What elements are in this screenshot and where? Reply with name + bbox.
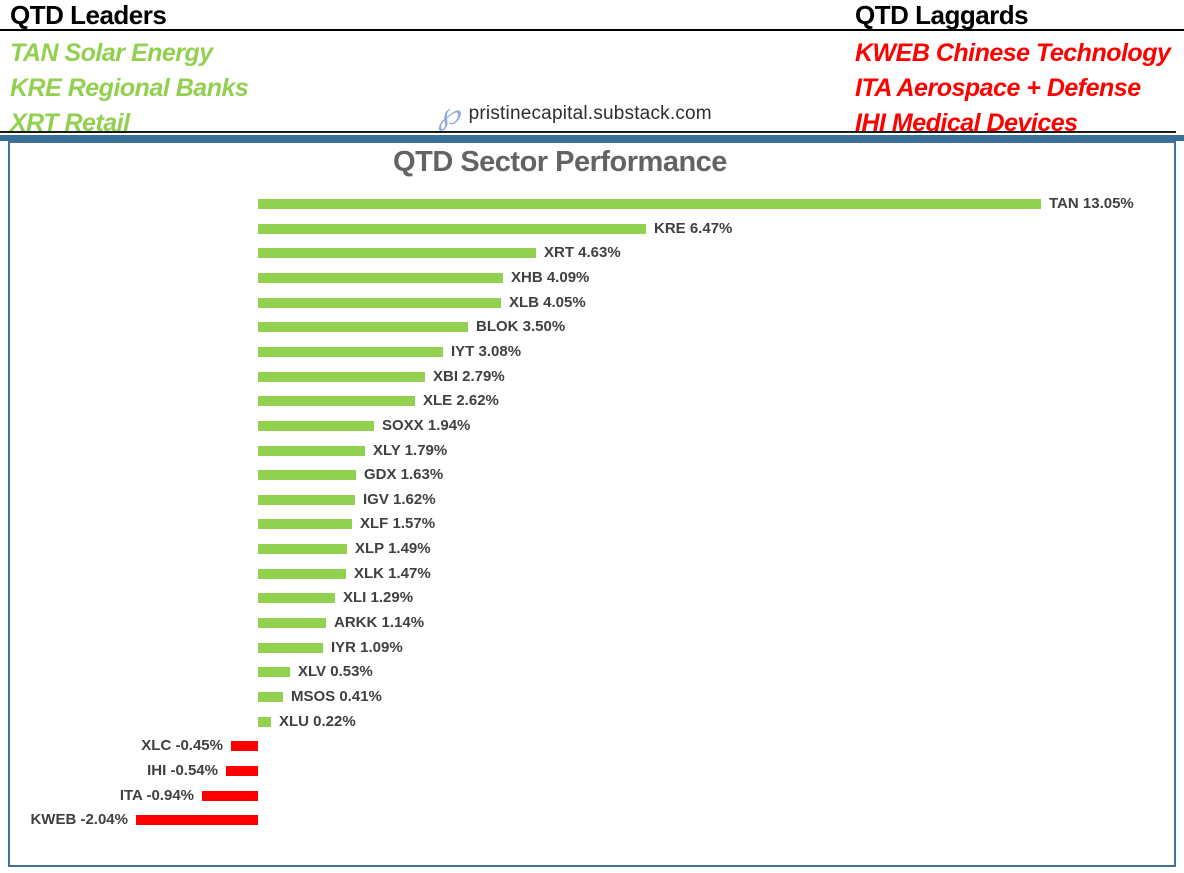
header-underline (0, 29, 1184, 31)
watermark: ℘ pristinecapital.substack.com (438, 96, 712, 132)
bar-label-xlf: XLF 1.57% (360, 515, 436, 533)
bar-kweb (136, 815, 258, 826)
bar-xbi (258, 371, 425, 382)
bar-gdx (258, 470, 356, 481)
plot-area: TAN 13.05% KRE 6.47% XRT 4.63% XHB 4.09% XLB… (10, 143, 1174, 865)
bar-label-igv: IGV 1.62% (363, 490, 436, 508)
bar-xly (258, 445, 365, 456)
bar-blok (258, 322, 468, 333)
bar-tan (258, 199, 1041, 209)
laggard-item-kweb: KWEB Chinese Technology (855, 39, 1171, 67)
laggards-list: KWEB Chinese Technology ITA Aerospace + … (855, 36, 1171, 141)
bar-label-xli: XLI 1.29% (343, 589, 414, 607)
bar-label-gdx: GDX 1.63% (364, 466, 444, 484)
bar-label-soxx: SOXX 1.94% (382, 416, 471, 434)
bar-xlb (258, 297, 501, 308)
bar-xlu (258, 716, 271, 727)
laggards-title: QTD Laggards (855, 0, 1029, 30)
bar-xlf (258, 519, 352, 530)
bar-label-kweb: KWEB -2.04% (30, 811, 128, 829)
bar-label-msos: MSOS 0.41% (291, 688, 382, 705)
divider-blue-band (0, 135, 1184, 141)
bar-label-ita: ITA -0.94% (119, 786, 194, 804)
bar-ita (202, 790, 258, 801)
bar-label-xly: XLY 1.79% (373, 441, 448, 459)
bar-igv (258, 494, 355, 505)
bar-label-ihi: IHI -0.54% (147, 761, 218, 779)
chart-title: QTD Sector Performance (393, 146, 727, 178)
pristine-capital-logo-icon: ℘ (438, 96, 460, 132)
bar-xhb (258, 272, 503, 283)
bar-xle (258, 396, 415, 407)
bar-label-kre: KRE 6.47% (654, 219, 733, 237)
bar-label-xle: XLE 2.62% (423, 392, 499, 410)
leaders-title: QTD Leaders (10, 0, 167, 30)
bar-iyr (258, 642, 323, 653)
bar-iyt (258, 346, 443, 357)
bar-xrt (258, 248, 536, 259)
bar-label-xlc: XLC -0.45% (141, 737, 223, 755)
leader-item-tan: TAN Solar Energy (10, 39, 213, 67)
bar-label-iyt: IYT 3.08% (451, 342, 522, 360)
bar-xlk (258, 568, 346, 579)
bar-xlv (258, 667, 290, 678)
bar-label-xhb: XHB 4.09% (511, 268, 590, 286)
bar-ihi (226, 765, 258, 776)
bar-label-xlp: XLP 1.49% (355, 540, 431, 558)
bar-label-xbi: XBI 2.79% (433, 367, 505, 385)
bar-label-xlv: XLV 0.53% (298, 663, 373, 681)
bar-label-blok: BLOK 3.50% (476, 318, 566, 336)
bar-label-xrt: XRT 4.63% (544, 244, 621, 262)
bar-soxx (258, 420, 374, 431)
bar-label-xlb: XLB 4.05% (509, 293, 586, 311)
chart-container: QTD Sector Performance TAN 13.05% KRE 6.4… (8, 141, 1176, 867)
bar-kre (258, 223, 646, 234)
bar-label-xlu: XLU 0.22% (279, 712, 356, 730)
bar-xli (258, 593, 335, 604)
bar-arkk (258, 618, 326, 629)
bar-label-xlk: XLK 1.47% (354, 564, 431, 582)
divider-thin-line (0, 131, 1176, 133)
bar-xlp (258, 544, 347, 555)
bar-label-tan: TAN 13.05% (1049, 195, 1134, 212)
bar-label-iyr: IYR 1.09% (331, 638, 403, 656)
bar-xlc (231, 741, 258, 752)
watermark-text: pristinecapital.substack.com (468, 103, 712, 124)
bar-msos (258, 692, 283, 702)
leader-item-kre: KRE Regional Banks (10, 74, 249, 102)
leaders-list: TAN Solar Energy KRE Regional Banks XRT … (10, 36, 249, 141)
bar-label-arkk: ARKK 1.14% (334, 614, 425, 632)
laggard-item-ita: ITA Aerospace + Defense (855, 74, 1141, 102)
